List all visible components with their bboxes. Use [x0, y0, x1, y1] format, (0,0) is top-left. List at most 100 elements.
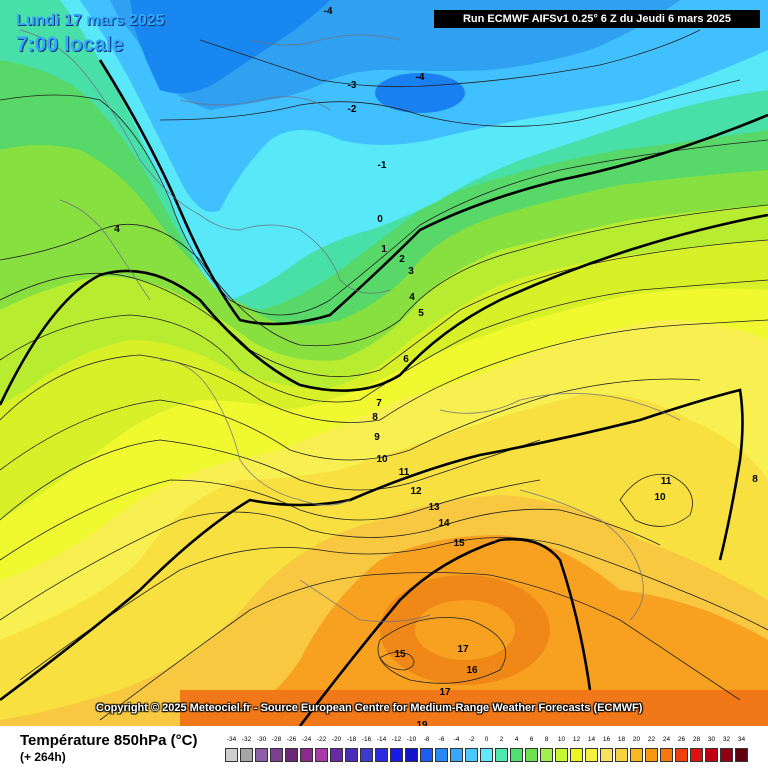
scale-swatch	[630, 748, 643, 762]
scale-tick-label: -24	[301, 736, 312, 743]
scale-tick-label: 4	[514, 736, 519, 743]
scale-swatch	[390, 748, 403, 762]
scale-swatch	[225, 748, 238, 762]
color-scale: -34 -32 -30 -28 -26 -24 -22 -20 -18 -16 -14 -12 -10-…	[224, 736, 748, 766]
forecast-date: Lundi 17 mars 2025	[16, 12, 165, 29]
scale-tick-label: 24	[662, 736, 671, 743]
contour-label-layer: -4-4-3-2-1012345678910111213141541110817…	[114, 6, 758, 726]
scale-tick-label: 30	[707, 736, 716, 743]
scale-swatch	[360, 748, 373, 762]
contour-label: -1	[378, 160, 387, 171]
scale-swatch	[555, 748, 568, 762]
scale-tick-label: 14	[587, 736, 596, 743]
scale-tick-label: 34	[737, 736, 746, 743]
scale-tick-label: -14	[376, 736, 387, 743]
contour-label: 10	[654, 492, 666, 503]
scale-tick-label: 18	[617, 736, 626, 743]
scale-tick-label: 16	[602, 736, 611, 743]
contour-label: -4	[416, 72, 425, 83]
contour-label: 12	[410, 486, 422, 497]
scale-tick-label: 10	[557, 736, 566, 743]
scale-tick-label: 20	[632, 736, 641, 743]
scale-tick-label: -8	[423, 736, 430, 743]
warm-strip-south	[180, 690, 768, 726]
contour-label: 10	[376, 454, 388, 465]
scale-swatch	[690, 748, 703, 762]
temperature-map-svg: -4-4-3-2-1012345678910111213141541110817…	[0, 0, 768, 726]
scale-swatch	[270, 748, 283, 762]
forecast-lead-time: (+ 264h)	[20, 750, 66, 764]
run-info-banner: Run ECMWF AIFSv1 0.25° 6 Z du Jeudi 6 ma…	[434, 10, 760, 28]
cold-pool	[375, 73, 465, 113]
contour-label: 2	[399, 254, 405, 265]
scale-tick-label: 28	[692, 736, 701, 743]
scale-tick-label: -26	[286, 736, 297, 743]
scale-tick-label: -12	[391, 736, 402, 743]
scale-swatch	[645, 748, 658, 762]
contour-label: 7	[376, 398, 382, 409]
scale-tick-label: 0	[484, 736, 489, 743]
band-minus-4	[130, 0, 330, 94]
contour-label: 8	[752, 474, 758, 485]
contour-label: 15	[453, 538, 465, 549]
contour-label: 6	[403, 354, 409, 365]
scale-swatch	[510, 748, 523, 762]
legend-title: Température 850hPa (°C)	[20, 732, 198, 749]
contour-label: 15	[394, 649, 406, 660]
coastlines	[19, 29, 681, 623]
scale-swatch	[255, 748, 268, 762]
scale-swatch	[480, 748, 493, 762]
scale-swatch	[495, 748, 508, 762]
contour-label: -3	[348, 80, 357, 91]
scale-tick-label: -22	[316, 736, 327, 743]
contour-label: 16	[466, 665, 478, 676]
scale-tick-label: -30	[256, 736, 267, 743]
warm-pool-inner	[415, 600, 515, 660]
contour-label: 3	[408, 266, 414, 277]
scale-swatch	[675, 748, 688, 762]
scale-swatch	[375, 748, 388, 762]
contour-label: 17	[457, 644, 469, 655]
scale-swatch	[705, 748, 718, 762]
contour-label: 19	[416, 720, 428, 726]
contour-label: 5	[418, 308, 424, 319]
scale-swatch	[735, 748, 748, 762]
contour-label: -4	[324, 6, 333, 17]
scale-swatch	[450, 748, 463, 762]
contour-label: -2	[348, 104, 357, 115]
contour-label: 4	[409, 292, 415, 303]
scale-tick-label: -10	[406, 736, 417, 743]
contour-label: 1	[381, 244, 387, 255]
scale-tick-label: 12	[572, 736, 581, 743]
scale-swatch	[285, 748, 298, 762]
scale-tick-label: 2	[499, 736, 504, 743]
temperature-map: -4 -4 -3 -2 -1 0 1 2 3 4 5 6 7 8 9 10 11 12 13 14 15 4 11 10 8 17…	[0, 0, 768, 726]
contour-label: 14	[438, 518, 450, 529]
legend-footer: Température 850hPa (°C) (+ 264h) -34 -32-…	[0, 726, 768, 768]
thick-contours	[0, 59, 768, 726]
scale-tick-label: -28	[271, 736, 282, 743]
contour-label: 11	[661, 476, 672, 487]
scale-swatch	[660, 748, 673, 762]
scale-tick-label: -34	[226, 736, 237, 743]
scale-tick-label: -32	[241, 736, 252, 743]
scale-swatch	[315, 748, 328, 762]
scale-swatch	[300, 748, 313, 762]
scale-tick-label: 26	[677, 736, 686, 743]
scale-swatch	[720, 748, 733, 762]
forecast-time: 7:00 locale	[16, 33, 124, 56]
scale-tick-label: 6	[529, 736, 534, 743]
scale-swatch	[540, 748, 553, 762]
scale-swatch	[420, 748, 433, 762]
contour-label: 8	[372, 412, 378, 423]
scale-swatch	[405, 748, 418, 762]
contour-label: 13	[428, 502, 440, 513]
scale-tick-label: 22	[647, 736, 656, 743]
scale-tick-label: 32	[722, 736, 731, 743]
contour-label: 17	[439, 687, 451, 698]
contour-label: 0	[377, 214, 383, 225]
scale-swatch	[345, 748, 358, 762]
scale-tick-label: 8	[544, 736, 549, 743]
copyright-notice: Copyright © 2025 Meteociel.fr - Source E…	[96, 702, 643, 714]
scale-swatch	[615, 748, 628, 762]
